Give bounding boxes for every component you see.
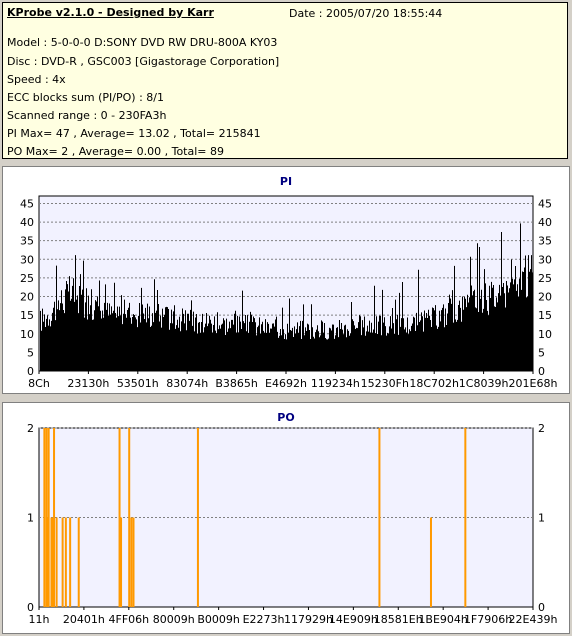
x-tick-label: 80009h bbox=[153, 613, 195, 626]
x-tick-label: E4692h bbox=[265, 377, 307, 390]
y-tick-label-right: 0 bbox=[538, 365, 545, 378]
speed-line: Speed : 4x bbox=[7, 73, 66, 86]
y-tick-label-right: 1 bbox=[538, 512, 545, 525]
y-tick-label-right: 45 bbox=[538, 197, 552, 210]
x-tick-label: 1C8039h bbox=[459, 377, 509, 390]
pi-bars bbox=[40, 223, 533, 371]
y-tick-label-left: 0 bbox=[27, 365, 34, 378]
pi-chart-panel: PI 0 0 5 5 10 10 15 15 20 20 25 25 30 30 35 35 40 40 45 45 8C… bbox=[2, 166, 570, 394]
x-tick-label: 1BE904h bbox=[418, 613, 467, 626]
y-tick-label-left: 2 bbox=[27, 422, 34, 435]
y-tick-label-left: 35 bbox=[20, 235, 34, 248]
x-tick-label: 53501h bbox=[117, 377, 159, 390]
x-tick-label: 14E909h bbox=[329, 613, 378, 626]
x-tick-label: B3865h bbox=[215, 377, 258, 390]
po-chart-panel: PO 0 0 1 1 2 2 11h 20401h 4FF06h 80009h B0009h E2273… bbox=[2, 402, 570, 634]
x-tick-label: 18581Eh bbox=[374, 613, 423, 626]
y-tick-label-left: 1 bbox=[27, 512, 34, 525]
pi-chart: PI 0 0 5 5 10 10 15 15 20 20 25 25 30 30 35 35 40 40 45 45 8C… bbox=[20, 175, 558, 390]
y-tick-label-left: 20 bbox=[20, 291, 34, 304]
x-tick-label: 83074h bbox=[166, 377, 208, 390]
y-tick-label-left: 10 bbox=[20, 328, 34, 341]
plot-area bbox=[38, 427, 534, 608]
x-tick-label: 1F7906h bbox=[464, 613, 512, 626]
x-tick-label: 117929h bbox=[284, 613, 333, 626]
chart-title: PI bbox=[280, 175, 292, 188]
model-line: Model : 5-0-0-0 D:SONY DVD RW DRU-800A K… bbox=[7, 36, 278, 49]
y-tick-label-right: 30 bbox=[538, 253, 552, 266]
x-tick-label: 23130h bbox=[67, 377, 109, 390]
y-tick-label-right: 15 bbox=[538, 309, 552, 322]
x-tick-label: 20401h bbox=[63, 613, 105, 626]
scanned-range-line: Scanned range : 0 - 230FA3h bbox=[7, 109, 167, 122]
po-summary-line: PO Max= 2 , Average= 0.00 , Total= 89 bbox=[7, 145, 224, 158]
x-tick-label: 15230Fh bbox=[361, 377, 409, 390]
y-tick-label-left: 30 bbox=[20, 253, 34, 266]
y-tick-label-right: 25 bbox=[538, 272, 552, 285]
scan-date: Date : 2005/07/20 18:55:44 bbox=[289, 7, 443, 20]
y-tick-label-right: 2 bbox=[538, 422, 545, 435]
x-tick-label: B0009h bbox=[197, 613, 240, 626]
y-tick-label-left: 5 bbox=[27, 346, 34, 359]
ecc-line: ECC blocks sum (PI/PO) : 8/1 bbox=[7, 91, 164, 104]
y-tick-label-left: 25 bbox=[20, 272, 34, 285]
y-tick-label-right: 20 bbox=[538, 291, 552, 304]
x-tick-label: 201E68h bbox=[509, 377, 558, 390]
chart-title: PO bbox=[277, 411, 294, 424]
y-tick-label-right: 5 bbox=[538, 346, 545, 359]
y-tick-label-right: 40 bbox=[538, 216, 552, 229]
y-tick-label-left: 15 bbox=[20, 309, 34, 322]
y-tick-label-left: 45 bbox=[20, 197, 34, 210]
y-tick-label-right: 10 bbox=[538, 328, 552, 341]
pi-summary-line: PI Max= 47 , Average= 13.02 , Total= 215… bbox=[7, 127, 261, 140]
y-tick-label-left: 40 bbox=[20, 216, 34, 229]
po-bars bbox=[43, 428, 467, 607]
po-chart: PO 0 0 1 1 2 2 11h 20401h 4FF06h 80009h B0009h E2273… bbox=[27, 411, 558, 626]
x-tick-label: 4FF06h bbox=[109, 613, 150, 626]
x-tick-label: E2273h bbox=[243, 613, 285, 626]
x-tick-label: 8Ch bbox=[28, 377, 50, 390]
info-panel: KProbe v2.1.0 - Designed by Karr Date : … bbox=[2, 2, 568, 159]
x-tick-label: 11h bbox=[29, 613, 50, 626]
app-title: KProbe v2.1.0 - Designed by Karr bbox=[7, 6, 214, 19]
y-tick-label-right: 0 bbox=[538, 601, 545, 614]
y-tick-label-left: 0 bbox=[27, 601, 34, 614]
x-tick-label: 18C702h bbox=[409, 377, 459, 390]
x-tick-label: 119234h bbox=[311, 377, 360, 390]
x-tick-label: 22E439h bbox=[509, 613, 558, 626]
y-tick-label-right: 35 bbox=[538, 235, 552, 248]
disc-line: Disc : DVD-R , GSC003 [Gigastorage Corpo… bbox=[7, 55, 280, 68]
